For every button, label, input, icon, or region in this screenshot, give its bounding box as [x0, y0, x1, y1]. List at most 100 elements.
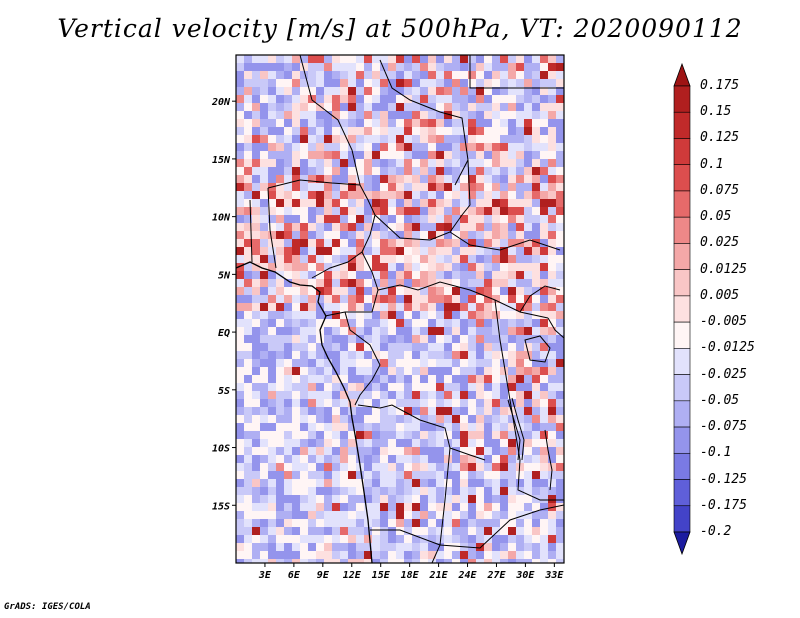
- field-cell: [500, 191, 509, 200]
- field-cell: [460, 199, 469, 208]
- field-cell: [260, 327, 269, 336]
- field-cell: [276, 279, 285, 288]
- map-title: Vertical velocity [m/s] at 500hPa, VT: 2…: [57, 14, 743, 43]
- field-cell: [236, 343, 245, 352]
- field-cell: [548, 191, 557, 200]
- field-cell: [524, 399, 533, 408]
- field-cell: [388, 71, 397, 80]
- field-cell: [460, 423, 469, 432]
- field-cell: [548, 439, 557, 448]
- field-cell: [412, 247, 421, 256]
- field-cell: [420, 359, 429, 368]
- field-cell: [372, 455, 381, 464]
- field-cell: [308, 527, 317, 536]
- field-cell: [548, 79, 557, 88]
- field-cell: [532, 455, 541, 464]
- field-cell: [452, 495, 461, 504]
- field-cell: [500, 111, 509, 120]
- field-cell: [412, 215, 421, 224]
- field-cell: [236, 479, 245, 488]
- field-cell: [348, 407, 357, 416]
- field-cell: [252, 471, 261, 480]
- field-cell: [516, 111, 525, 120]
- field-cell: [492, 239, 501, 248]
- field-cell: [500, 79, 509, 88]
- field-cell: [436, 527, 445, 536]
- field-cell: [548, 87, 557, 96]
- field-cell: [268, 559, 277, 563]
- field-cell: [292, 231, 301, 240]
- field-cell: [500, 335, 509, 344]
- field-cell: [548, 415, 557, 424]
- field-cell: [244, 319, 253, 328]
- field-cell: [524, 127, 533, 136]
- velocity-field: [236, 55, 564, 563]
- field-cell: [244, 199, 253, 208]
- field-cell: [308, 463, 317, 472]
- field-cell: [260, 407, 269, 416]
- lat-tick-label: 5N: [218, 270, 231, 281]
- border-benin-togo: [249, 187, 277, 269]
- field-cell: [380, 375, 389, 384]
- field-cell: [324, 343, 333, 352]
- field-cell: [380, 295, 389, 304]
- field-cell: [300, 207, 309, 216]
- field-cell: [476, 231, 485, 240]
- field-cell: [436, 63, 445, 72]
- field-cell: [412, 207, 421, 216]
- field-cell: [460, 359, 469, 368]
- field-cell: [412, 351, 421, 360]
- field-cell: [532, 463, 541, 472]
- field-cell: [452, 503, 461, 512]
- field-cell: [340, 407, 349, 416]
- field-cell: [356, 159, 365, 168]
- field-cell: [548, 151, 557, 160]
- field-cell: [412, 111, 421, 120]
- field-cell: [484, 119, 493, 128]
- field-cell: [260, 375, 269, 384]
- field-cell: [476, 111, 485, 120]
- field-cell: [460, 311, 469, 320]
- field-cell: [380, 519, 389, 528]
- field-cell: [268, 407, 277, 416]
- field-cell: [244, 271, 253, 280]
- field-cell: [324, 471, 333, 480]
- field-cell: [236, 231, 245, 240]
- field-cell: [484, 95, 493, 104]
- field-cell: [516, 143, 525, 152]
- field-cell: [276, 167, 285, 176]
- field-cell: [388, 215, 397, 224]
- field-cell: [508, 383, 517, 392]
- lon-tick-label: 27E: [486, 570, 506, 581]
- field-cell: [340, 519, 349, 528]
- field-cell: [412, 223, 421, 232]
- field-cell: [548, 71, 557, 80]
- field-cell: [236, 263, 245, 272]
- field-cell: [452, 71, 461, 80]
- field-cell: [284, 303, 293, 312]
- field-cell: [460, 303, 469, 312]
- field-cell: [452, 399, 461, 408]
- field-cell: [380, 271, 389, 280]
- field-cell: [452, 143, 461, 152]
- field-cell: [284, 543, 293, 552]
- field-cell: [284, 207, 293, 216]
- field-cell: [428, 119, 437, 128]
- field-cell: [324, 111, 333, 120]
- field-cell: [436, 367, 445, 376]
- field-cell: [548, 327, 557, 336]
- field-cell: [316, 183, 325, 192]
- field-cell: [460, 95, 469, 104]
- field-cell: [308, 135, 317, 144]
- colorbar-level-label: -0.075: [700, 419, 747, 435]
- field-cell: [436, 487, 445, 496]
- field-cell: [476, 439, 485, 448]
- field-cell: [556, 223, 564, 232]
- field-cell: [428, 527, 437, 536]
- field-cell: [436, 303, 445, 312]
- field-cell: [308, 151, 317, 160]
- field-cell: [524, 535, 533, 544]
- field-cell: [524, 527, 533, 536]
- field-cell: [516, 415, 525, 424]
- field-cell: [316, 127, 325, 136]
